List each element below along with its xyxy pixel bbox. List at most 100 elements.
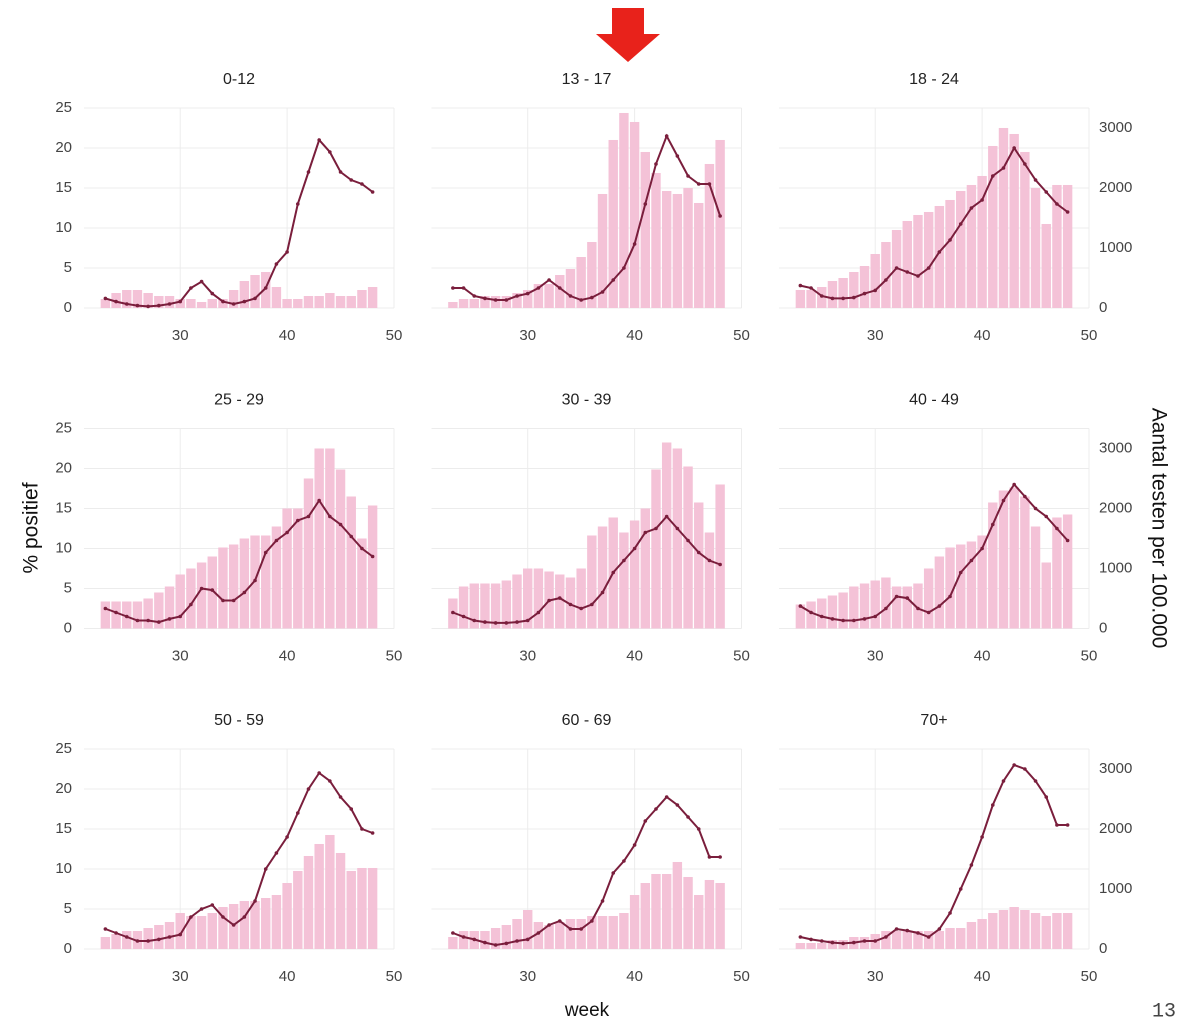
bar [913, 214, 923, 308]
line-point [295, 811, 300, 815]
bar [817, 942, 827, 949]
bar [870, 580, 880, 629]
y2-axis-title: Aantal testen per 100.000 [1147, 408, 1170, 649]
bar [325, 448, 335, 629]
bar [683, 876, 693, 949]
bar [859, 583, 870, 629]
line-point [461, 935, 466, 939]
line-point [370, 831, 375, 835]
line-point [515, 294, 519, 298]
line-point [1023, 767, 1027, 771]
line-point [349, 534, 354, 539]
line-point [809, 610, 813, 615]
bar [555, 921, 565, 949]
line-point [1001, 498, 1006, 503]
bar [694, 894, 704, 949]
panel-title: 50 - 59 [214, 712, 264, 729]
bar [565, 268, 576, 308]
bar [806, 289, 816, 308]
panel-title: 30 - 39 [562, 392, 612, 409]
line-point [905, 596, 910, 600]
line-point [622, 859, 626, 863]
line-point [124, 302, 129, 306]
x-tick-label: 40 [626, 647, 643, 664]
line [105, 498, 374, 624]
bar [325, 834, 335, 949]
line-point [135, 618, 140, 623]
y-tick-label: 0 [64, 299, 72, 316]
bar [956, 190, 966, 308]
bar [870, 253, 880, 308]
bar [164, 295, 175, 308]
line-point [221, 915, 225, 919]
line-point [1055, 823, 1059, 827]
line-point [873, 939, 878, 943]
line [452, 795, 721, 947]
bar [303, 478, 314, 629]
bar [303, 295, 314, 308]
bar [132, 289, 143, 308]
line-point [1023, 494, 1027, 499]
line-point [948, 594, 952, 599]
y-tick-label: 20 [55, 459, 72, 476]
line-point [1065, 538, 1070, 543]
line-point [210, 588, 215, 592]
line-point [809, 937, 813, 942]
line-point [103, 296, 108, 301]
line-point [696, 550, 701, 555]
bar [357, 867, 367, 949]
line-point [937, 604, 942, 608]
line-point [969, 863, 974, 867]
bar [501, 295, 512, 308]
x-tick-label: 50 [733, 647, 750, 664]
bar [576, 256, 586, 308]
line-point [525, 937, 530, 942]
line-point [664, 134, 669, 138]
bar [945, 927, 955, 949]
line-point [600, 590, 605, 595]
line-point [124, 614, 129, 619]
line-point [841, 618, 845, 623]
line-point [958, 222, 963, 226]
line-point [675, 803, 680, 807]
bar [683, 187, 693, 308]
y2-tick-label: 1000 [1099, 559, 1132, 576]
y-tick-label: 25 [55, 99, 72, 116]
x-tick-label: 40 [974, 968, 991, 985]
bar [891, 930, 902, 949]
x-tick-label: 40 [974, 327, 991, 344]
line-point [135, 303, 140, 308]
bar [544, 283, 554, 308]
bar [859, 265, 870, 308]
bar [1030, 526, 1041, 629]
line-point [231, 923, 236, 927]
bar [218, 547, 228, 629]
bar [704, 163, 715, 308]
bar [934, 930, 945, 949]
line-point [167, 302, 172, 306]
bar [228, 544, 239, 629]
line-point [1023, 162, 1027, 166]
bar [597, 526, 608, 629]
line-point [504, 941, 509, 946]
line-point [1065, 823, 1070, 827]
line-point [862, 291, 867, 296]
panel-title: 70+ [920, 712, 947, 729]
line-point [590, 295, 594, 300]
line-point [1012, 482, 1016, 487]
bar [945, 199, 955, 308]
line-point [525, 291, 530, 296]
line-point [242, 915, 247, 919]
bar [346, 496, 356, 629]
y2-tick-label: 1000 [1099, 239, 1132, 256]
line-point [263, 286, 268, 290]
y2-tick-label: 2000 [1099, 820, 1132, 837]
bar [303, 855, 314, 949]
bar [838, 592, 848, 629]
x-tick-label: 50 [386, 647, 403, 664]
bar [250, 274, 260, 308]
line-point [199, 586, 204, 591]
line-point [146, 618, 150, 623]
line-point [536, 931, 541, 935]
bar [346, 870, 356, 949]
